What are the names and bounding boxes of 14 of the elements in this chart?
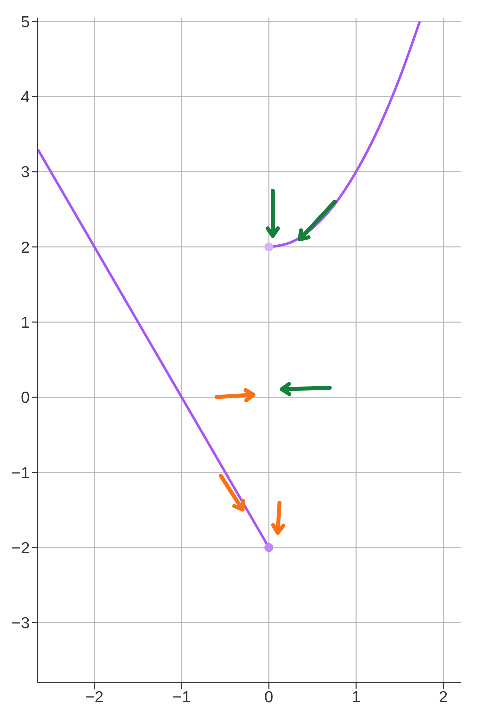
y-tick-label: 3 bbox=[21, 164, 30, 182]
y-tick-label: 0 bbox=[21, 390, 30, 408]
y-tick-label: 4 bbox=[21, 90, 30, 107]
y-tick-label: −3 bbox=[12, 616, 30, 633]
x-tick-label: −1 bbox=[172, 689, 192, 706]
y-tick-label: 1 bbox=[21, 315, 30, 332]
y-tick-label: 5 bbox=[21, 14, 30, 32]
x-tick-label: −2 bbox=[86, 689, 104, 706]
x-tick-label: 2 bbox=[439, 689, 448, 706]
y-tick-label: 2 bbox=[21, 240, 30, 257]
y-tick-label: −1 bbox=[12, 465, 30, 482]
y-tick-label: −2 bbox=[12, 540, 30, 558]
x-tick-label: 1 bbox=[352, 689, 361, 706]
x-tick-label: 0 bbox=[264, 689, 274, 706]
